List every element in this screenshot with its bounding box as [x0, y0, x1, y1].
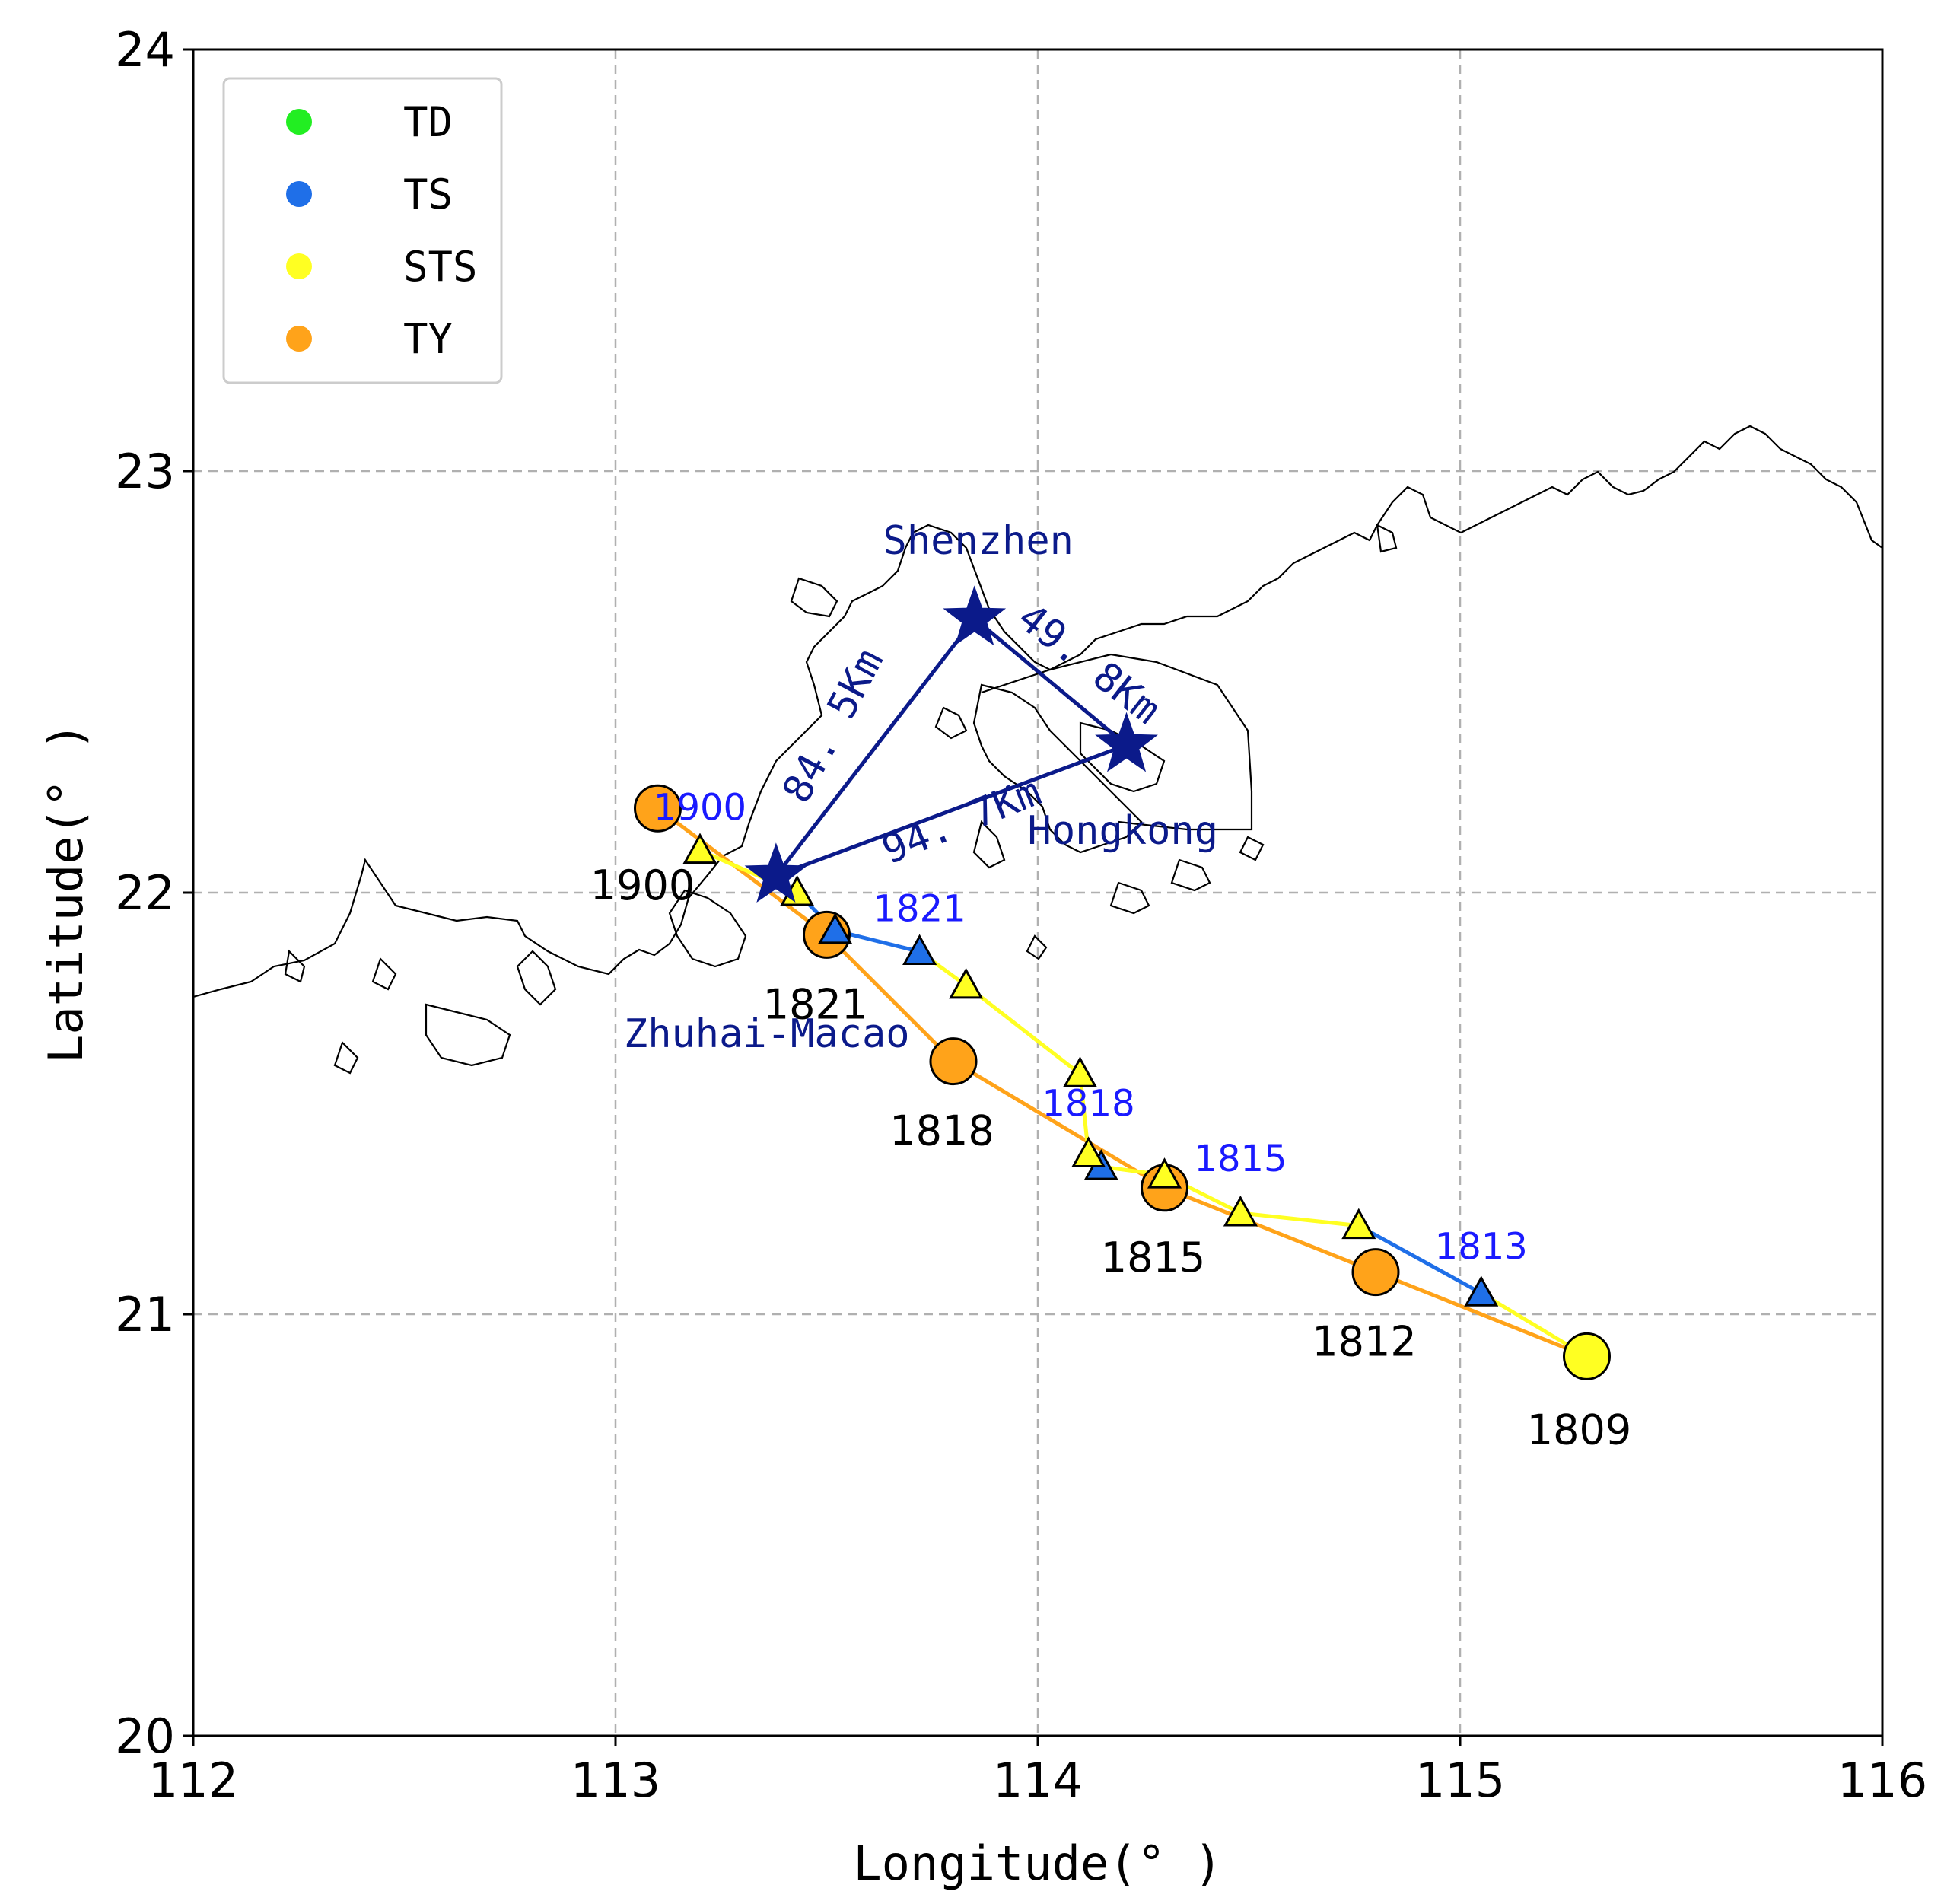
- track-segment: [825, 933, 955, 1063]
- x-axis-label: Longitude(° ): [853, 1836, 1222, 1891]
- x-tick-label: 112: [148, 1753, 238, 1808]
- x-tick-label: 114: [993, 1753, 1083, 1808]
- y-tick-label: 23: [115, 444, 175, 499]
- track-circle-point: [1351, 1248, 1400, 1297]
- track-circle-point: [634, 784, 682, 833]
- track-segment: [1163, 1186, 1376, 1274]
- circle-time-label: 1818: [889, 1107, 994, 1155]
- track-segment: [1240, 1211, 1360, 1228]
- circle-time-label: 1900: [590, 861, 695, 909]
- track-triangle-point: [1147, 1157, 1182, 1189]
- triangle-time-label: 1821: [873, 888, 966, 931]
- legend-label: TD: [403, 98, 453, 146]
- triangle-time-label: 1818: [1042, 1082, 1135, 1125]
- coastline: [193, 425, 1882, 1075]
- y-tick-label: 22: [115, 865, 175, 921]
- distance-label: 84. 5Km: [774, 642, 892, 810]
- axis-ticks: 112 113 114 115 116 20 21 22 23 24: [115, 22, 1927, 1808]
- track-triangle-point: [1223, 1195, 1258, 1227]
- x-tick-label: 113: [571, 1753, 660, 1808]
- x-tick-label: 115: [1415, 1753, 1505, 1808]
- circle-time-label: 1809: [1527, 1406, 1631, 1453]
- city-distance-network: [774, 616, 1128, 878]
- city-label: Hongkong: [1028, 808, 1218, 854]
- y-axis-label: Latitude(° ): [38, 722, 94, 1063]
- triangle-time-label: 1900: [654, 787, 746, 829]
- grid-lines: [193, 49, 1882, 1736]
- legend-box: [222, 77, 503, 384]
- circle-time-label: 1821: [763, 980, 867, 1028]
- distance-line: [775, 743, 1128, 878]
- circle-time-label: 1815: [1101, 1234, 1205, 1282]
- city-label: Zhuhai-Macao: [624, 1011, 910, 1057]
- track-triangle-point: [1341, 1208, 1376, 1240]
- legend: TD TS STS TY: [222, 77, 503, 384]
- distance-line: [973, 616, 1128, 747]
- city-star-icon: [1095, 712, 1158, 772]
- y-tick-label: 21: [115, 1287, 175, 1342]
- track-segment: [657, 807, 828, 937]
- legend-label: TY: [403, 315, 453, 363]
- y-tick-label: 20: [115, 1708, 175, 1764]
- track-triangle-point: [1464, 1275, 1499, 1307]
- track-segment: [1357, 1224, 1482, 1295]
- legend-marker: [286, 326, 312, 352]
- x-tick-label: 116: [1837, 1753, 1927, 1808]
- city-label: Shenzhen: [883, 518, 1074, 564]
- triangle-time-label: 1815: [1194, 1138, 1287, 1180]
- legend-marker: [286, 181, 312, 207]
- city-star-icon: [943, 585, 1007, 646]
- track-triangle-point: [1062, 1056, 1098, 1087]
- distance-line: [774, 617, 976, 877]
- track-segment: [952, 1059, 1166, 1189]
- track-triangle-point: [902, 934, 937, 966]
- track-triangle-point: [818, 912, 853, 944]
- y-tick-label: 24: [115, 22, 175, 78]
- track-markers: [634, 784, 1611, 1380]
- track-circle-point: [1563, 1332, 1611, 1380]
- track-segment: [965, 983, 1082, 1076]
- triangle-time-label: 1813: [1435, 1225, 1528, 1268]
- distance-label: 94. 7Km: [876, 769, 1048, 874]
- track-circle-point: [929, 1037, 978, 1086]
- legend-label: TS: [403, 170, 453, 218]
- circle-time-label: 1812: [1312, 1318, 1416, 1366]
- track-triangle-point: [682, 833, 717, 864]
- track-triangle-point: [1071, 1136, 1106, 1167]
- track-triangle-point: [949, 967, 984, 999]
- legend-marker: [286, 253, 312, 279]
- track-segment: [1375, 1270, 1588, 1358]
- city-markers: [744, 585, 1158, 903]
- legend-label: STS: [403, 243, 478, 291]
- city-star-icon: [744, 842, 808, 903]
- legend-marker: [286, 109, 312, 135]
